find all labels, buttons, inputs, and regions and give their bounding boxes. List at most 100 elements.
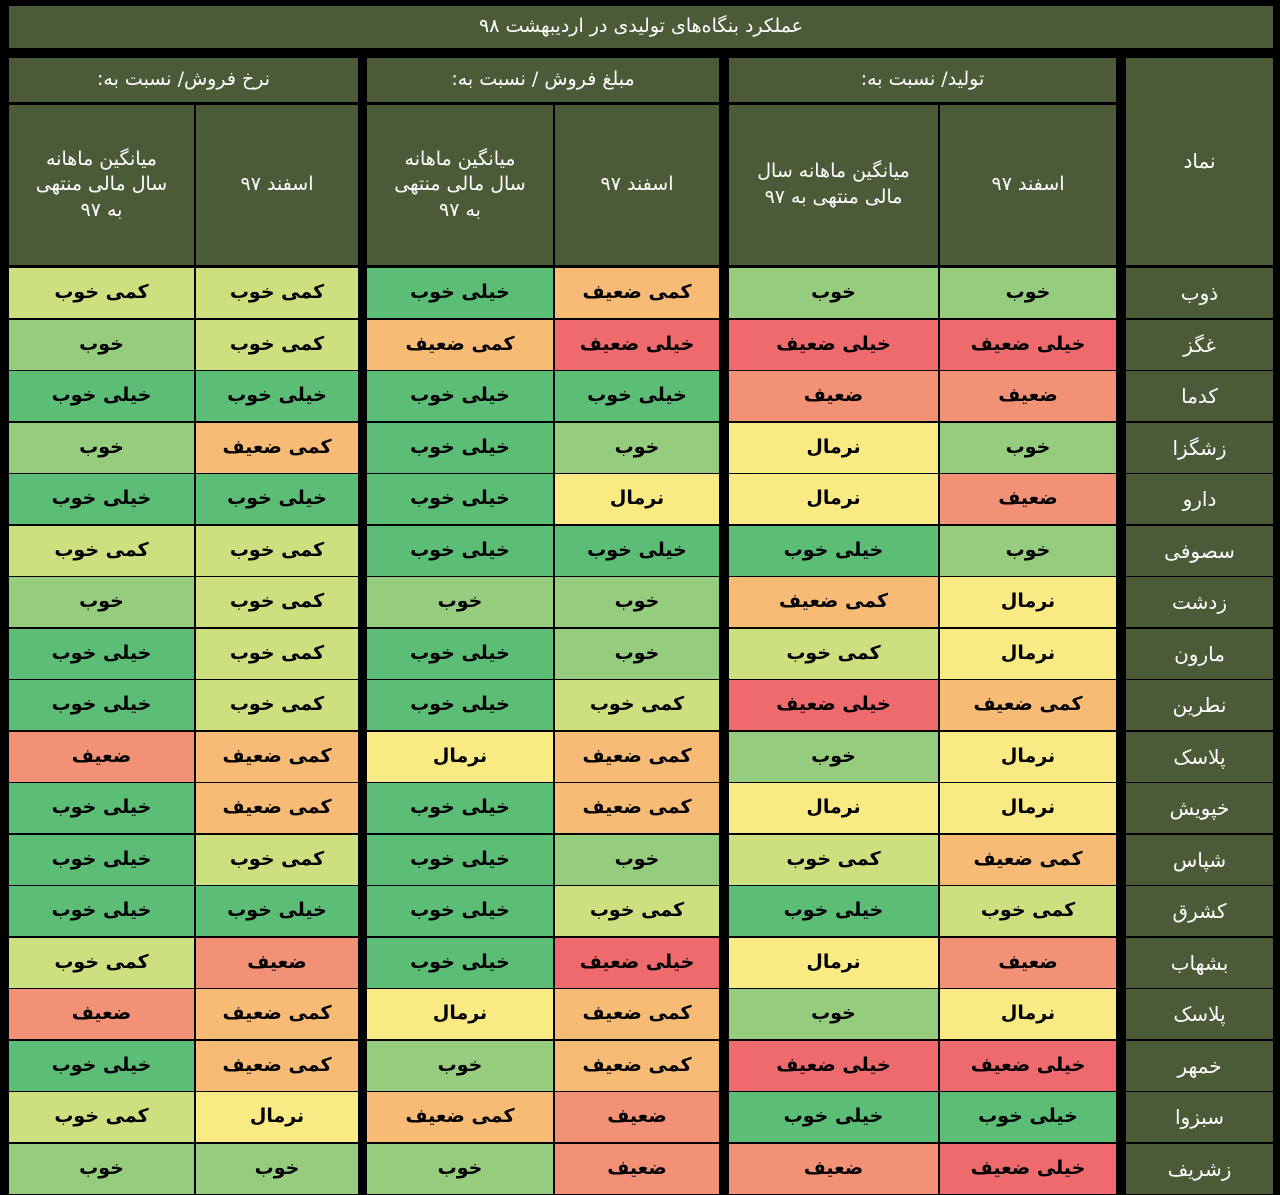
rating-cell: خوب (9, 1144, 194, 1194)
rating-cell: خیلی ضعیف (940, 320, 1116, 370)
rating-cell: نرمال (729, 474, 938, 524)
rating-cell: کمی خوب (555, 886, 719, 936)
rating-cell: خیلی خوب (196, 474, 358, 524)
rating-cell: خوب (940, 526, 1116, 576)
rating-cell: خوب (9, 320, 194, 370)
rating-cell: خیلی خوب (367, 835, 553, 885)
rating-cell: کمی ضعیف (196, 423, 358, 473)
rating-cell: ضعیف (940, 474, 1116, 524)
rating-cell: خوب (555, 835, 719, 885)
rating-cell: ضعیف (940, 371, 1116, 421)
rating-cell: خوب (555, 423, 719, 473)
rating-cell: خوب (940, 423, 1116, 473)
row-symbol: مارون (1126, 629, 1273, 679)
sub-header: اسفند ۹۷ (940, 105, 1116, 265)
rating-cell: کمی خوب (196, 680, 358, 730)
rating-cell: ضعیف (9, 732, 194, 782)
rating-cell: خوب (729, 989, 938, 1039)
rating-cell: نرمال (940, 577, 1116, 627)
row-symbol: زشگزا (1126, 423, 1273, 473)
rating-cell: خیلی خوب (196, 886, 358, 936)
rating-cell: ضعیف (9, 989, 194, 1039)
rating-cell: خوب (367, 1144, 553, 1194)
row-symbol: ذوب (1126, 268, 1273, 318)
rating-cell: کمی خوب (9, 938, 194, 988)
row-symbol: خمهر (1126, 1041, 1273, 1091)
rating-cell: خیلی خوب (729, 886, 938, 936)
rating-cell: خیلی ضعیف (729, 1041, 938, 1091)
rating-cell: نرمال (729, 938, 938, 988)
rating-cell: نرمال (555, 474, 719, 524)
rating-cell: خوب (367, 1041, 553, 1091)
rating-cell: خیلی خوب (367, 474, 553, 524)
rating-cell: خیلی خوب (9, 886, 194, 936)
rating-cell: خیلی خوب (555, 526, 719, 576)
rating-cell: خیلی خوب (367, 526, 553, 576)
rating-cell: نرمال (367, 989, 553, 1039)
group-header: تولید/ نسبت به: (729, 58, 1116, 102)
rating-cell: ضعیف (729, 1144, 938, 1194)
rating-cell: کمی خوب (729, 629, 938, 679)
rating-cell: خیلی ضعیف (940, 1041, 1116, 1091)
rating-cell: کمی ضعیف (555, 1041, 719, 1091)
rating-cell: خیلی خوب (729, 526, 938, 576)
rating-cell: کمی خوب (196, 835, 358, 885)
rating-cell: خیلی خوب (9, 1041, 194, 1091)
rating-cell: نرمال (196, 1092, 358, 1142)
rating-cell: خیلی خوب (940, 1092, 1116, 1142)
rating-cell: کمی خوب (196, 577, 358, 627)
row-symbol: بشهاب (1126, 938, 1273, 988)
rating-cell: کمی خوب (196, 268, 358, 318)
row-symbol: سصوفی (1126, 526, 1273, 576)
rating-cell: کمی ضعیف (940, 835, 1116, 885)
row-symbol: پلاسک (1126, 989, 1273, 1039)
rating-cell: کمی خوب (196, 629, 358, 679)
rating-cell: خیلی خوب (9, 783, 194, 833)
group-header: نرخ فروش/ نسبت به: (9, 58, 358, 102)
sub-header: اسفند ۹۷ (555, 105, 719, 265)
rating-cell: کمی ضعیف (196, 989, 358, 1039)
rating-cell: کمی ضعیف (555, 783, 719, 833)
rating-cell: خیلی خوب (9, 371, 194, 421)
rating-cell: نرمال (729, 783, 938, 833)
rating-cell: کمی ضعیف (196, 1041, 358, 1091)
rating-cell: نرمال (940, 629, 1116, 679)
row-symbol: غگز (1126, 320, 1273, 370)
row-symbol: شپاس (1126, 835, 1273, 885)
rating-cell: خیلی خوب (9, 680, 194, 730)
row-symbol: خپویش (1126, 783, 1273, 833)
row-symbol: زشریف (1126, 1144, 1273, 1194)
rating-cell: کمی خوب (555, 680, 719, 730)
sub-header: اسفند ۹۷ (196, 105, 358, 265)
sub-header: میانگین ماهانه سال مالی منتهی به ۹۷ (367, 105, 553, 265)
rating-cell: خوب (555, 577, 719, 627)
rating-cell: خیلی ضعیف (555, 320, 719, 370)
rating-cell: خیلی خوب (367, 783, 553, 833)
rating-cell: خیلی خوب (367, 268, 553, 318)
rating-cell: کمی ضعیف (729, 577, 938, 627)
rating-cell: نرمال (940, 989, 1116, 1039)
rating-cell: خوب (367, 577, 553, 627)
row-symbol: پلاسک (1126, 732, 1273, 782)
rating-cell: خوب (196, 1144, 358, 1194)
rating-cell: ضعیف (555, 1144, 719, 1194)
rating-cell: ضعیف (940, 938, 1116, 988)
rating-cell: خوب (9, 423, 194, 473)
rating-cell: کمی ضعیف (367, 320, 553, 370)
sub-header: میانگین ماهانه سال مالی منتهی به ۹۷ (9, 105, 194, 265)
row-symbol: دارو (1126, 474, 1273, 524)
rating-cell: خوب (555, 629, 719, 679)
symbol-column-header: نماد (1126, 58, 1273, 265)
rating-cell: خیلی خوب (9, 629, 194, 679)
rating-cell: کمی ضعیف (196, 783, 358, 833)
rating-cell: خوب (9, 577, 194, 627)
rating-cell: کمی ضعیف (555, 268, 719, 318)
row-symbol: سبزوا (1126, 1092, 1273, 1142)
rating-cell: کمی ضعیف (196, 732, 358, 782)
rating-cell: خیلی خوب (196, 371, 358, 421)
rating-cell: کمی خوب (9, 1092, 194, 1142)
rating-cell: خیلی خوب (367, 938, 553, 988)
rating-cell: کمی خوب (940, 886, 1116, 936)
rating-cell: کمی خوب (9, 526, 194, 576)
rating-cell: کمی خوب (9, 268, 194, 318)
